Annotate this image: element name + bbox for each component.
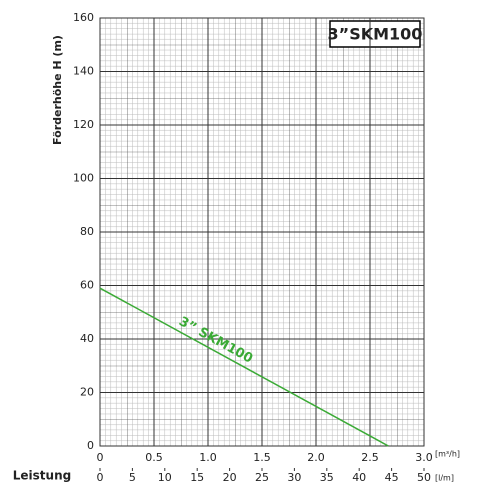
x-tick-label: 0 [97,451,104,464]
x2-tick-label: 20 [223,471,237,484]
y-tick-label: 140 [73,65,94,78]
x2-tick-label: 5 [129,471,136,484]
curve [99,287,389,447]
x-tick-label: 1.0 [199,451,217,464]
y-tick-label: 0 [87,439,94,452]
x-tick-label: 0.5 [145,451,163,464]
x2-tick-label: 45 [385,471,399,484]
x2-tick-label: 25 [255,471,269,484]
x-tick-label: 3.0 [415,451,433,464]
x-tick-label: 2.0 [307,451,325,464]
x2-tick-label: 30 [287,471,301,484]
x-tick-label: 1.5 [253,451,271,464]
title-box [329,20,421,48]
y-axis-label: Förderhöhe H (m) [51,35,64,145]
x2-tick-label: 0 [97,471,104,484]
x2-tick-label: 15 [190,471,204,484]
x2-tick-label: 40 [352,471,366,484]
y-tick-label: 20 [80,386,94,399]
y-tick-label: 120 [73,118,94,131]
x2-tick-label: 50 [417,471,431,484]
x-tick-label: 2.5 [361,451,379,464]
y-tick-label: 100 [73,172,94,185]
y-tick-label: 80 [80,225,94,238]
y-tick-label: 160 [73,11,94,24]
x-unit: [m³/h] [435,450,460,459]
y-tick-label: 60 [80,279,94,292]
y-tick-label: 40 [80,332,94,345]
x2-tick-label: 10 [158,471,172,484]
x2-unit: [l/m] [435,474,454,483]
chart-title: 3”SKM100 [328,25,423,44]
x-axis-label: Leistung [13,469,71,483]
x2-tick-label: 35 [320,471,334,484]
